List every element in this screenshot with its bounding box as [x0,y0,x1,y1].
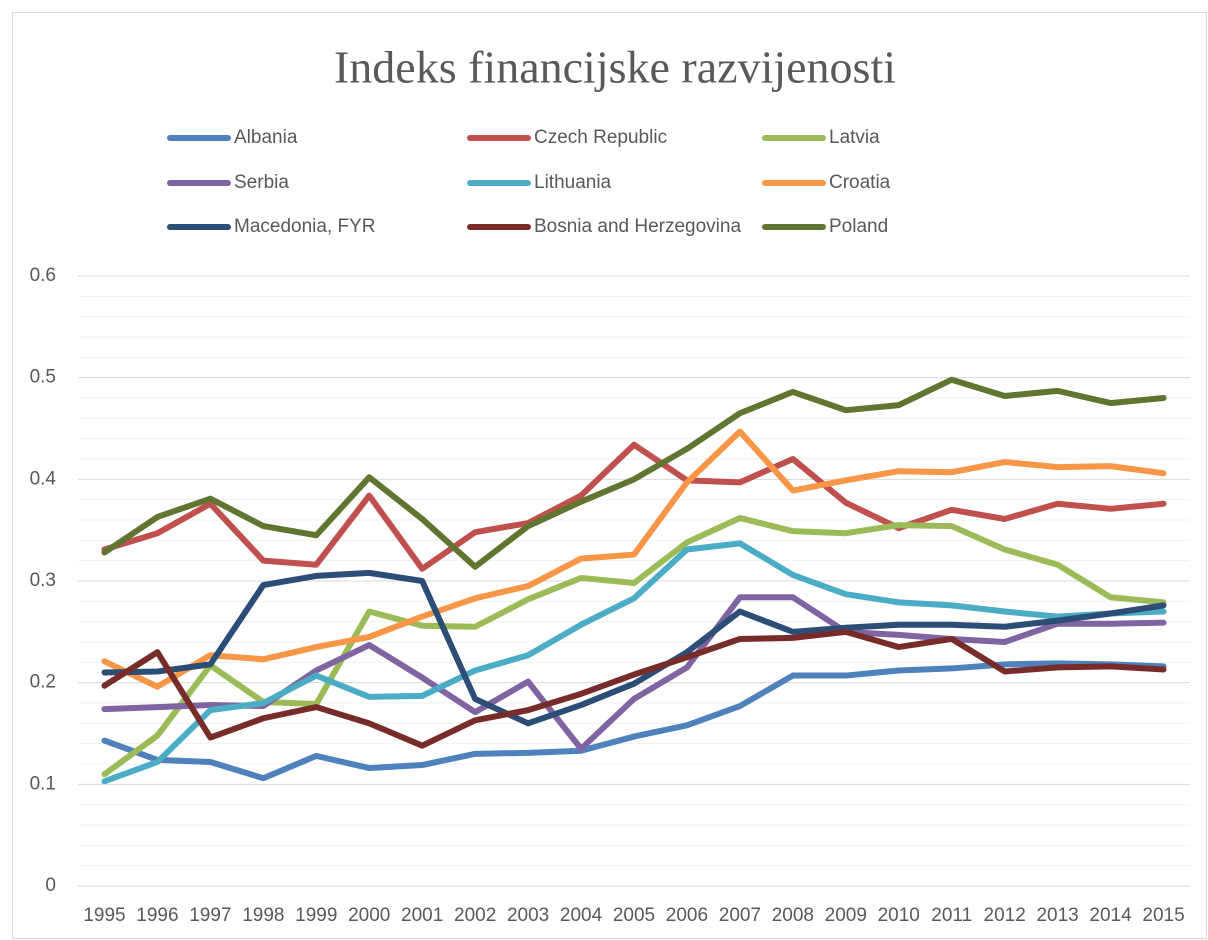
y-tick-label: 0.6 [30,265,56,286]
legend-label: Bosnia and Herzegovina [534,216,741,237]
x-tick-label: 2011 [931,905,972,926]
series-line [101,514,1167,778]
x-tick-label: 2013 [1036,905,1078,926]
y-tick-label: 0.4 [30,468,57,489]
x-tick-label: 2003 [507,905,549,926]
series-line [101,441,1167,572]
series-line [101,660,1167,782]
legend-label: Latvia [829,127,880,148]
x-tick-label: 2015 [1142,905,1184,926]
x-tick-label: 2007 [719,905,761,926]
legend-label: Croatia [829,172,891,193]
x-tick-label: 2004 [560,905,603,926]
series-line [101,428,1167,690]
chart-title: Indeks financijske razvijenosti [334,42,896,93]
y-tick-label: 0.5 [30,367,56,388]
x-tick-label: 1999 [295,905,337,926]
x-tick-label: 2000 [348,905,390,926]
y-tick-label: 0 [45,875,56,896]
series-line [101,569,1167,727]
legend-label: Serbia [234,172,289,193]
series-line [101,628,1167,749]
y-tick-label: 0.2 [30,672,56,693]
x-tick-label: 2002 [454,905,496,926]
x-tick-label: 1997 [189,905,231,926]
series-line [101,540,1167,785]
legend-label: Poland [829,216,888,237]
legend-label: Czech Republic [534,127,667,148]
y-tick-label: 0.3 [30,570,56,591]
x-tick-label: 2001 [401,905,443,926]
x-tick-label: 2010 [878,905,920,926]
x-tick-label: 2009 [825,905,867,926]
x-tick-label: 2006 [666,905,708,926]
x-tick-label: 1995 [83,905,125,926]
legend-label: Albania [234,127,298,148]
y-tick-label: 0.1 [30,773,56,794]
legend-label: Macedonia, FYR [234,216,376,237]
legend-label: Lithuania [534,172,612,193]
x-tick-label: 2012 [984,905,1026,926]
chart-border [12,12,1207,939]
x-tick-label: 2014 [1089,905,1132,926]
x-tick-label: 2008 [772,905,814,926]
x-tick-label: 1998 [242,905,284,926]
x-tick-label: 2005 [613,905,655,926]
x-tick-label: 1996 [136,905,178,926]
series-line [101,376,1167,570]
